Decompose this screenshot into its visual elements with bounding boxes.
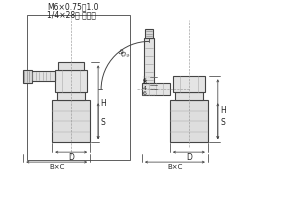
Text: 8: 8 <box>143 79 147 84</box>
Text: H: H <box>220 105 226 114</box>
Text: B×C: B×C <box>167 163 183 169</box>
Text: M6×0.75・1.0: M6×0.75・1.0 <box>47 2 99 12</box>
Text: 6: 6 <box>143 90 147 95</box>
Bar <box>142 84 170 96</box>
Text: H: H <box>100 98 106 107</box>
Bar <box>23 70 32 83</box>
Text: 4: 4 <box>143 85 147 90</box>
Text: 6: 6 <box>143 77 147 82</box>
Bar <box>170 101 208 142</box>
Text: 90°: 90° <box>116 48 129 61</box>
Bar <box>52 101 90 142</box>
Text: D: D <box>68 152 74 161</box>
Text: D: D <box>186 152 192 161</box>
Bar <box>58 63 84 71</box>
Bar <box>175 93 203 101</box>
Text: S: S <box>101 117 106 126</box>
Bar <box>144 39 154 84</box>
Text: B×C: B×C <box>49 163 65 169</box>
Bar <box>57 93 85 101</box>
Bar <box>30 72 55 82</box>
Bar <box>145 30 153 39</box>
Text: S: S <box>220 117 225 126</box>
Bar <box>173 77 205 93</box>
Bar <box>27 16 130 160</box>
Text: 1/4×28山 寸法図: 1/4×28山 寸法図 <box>47 11 96 19</box>
Bar <box>55 71 87 93</box>
